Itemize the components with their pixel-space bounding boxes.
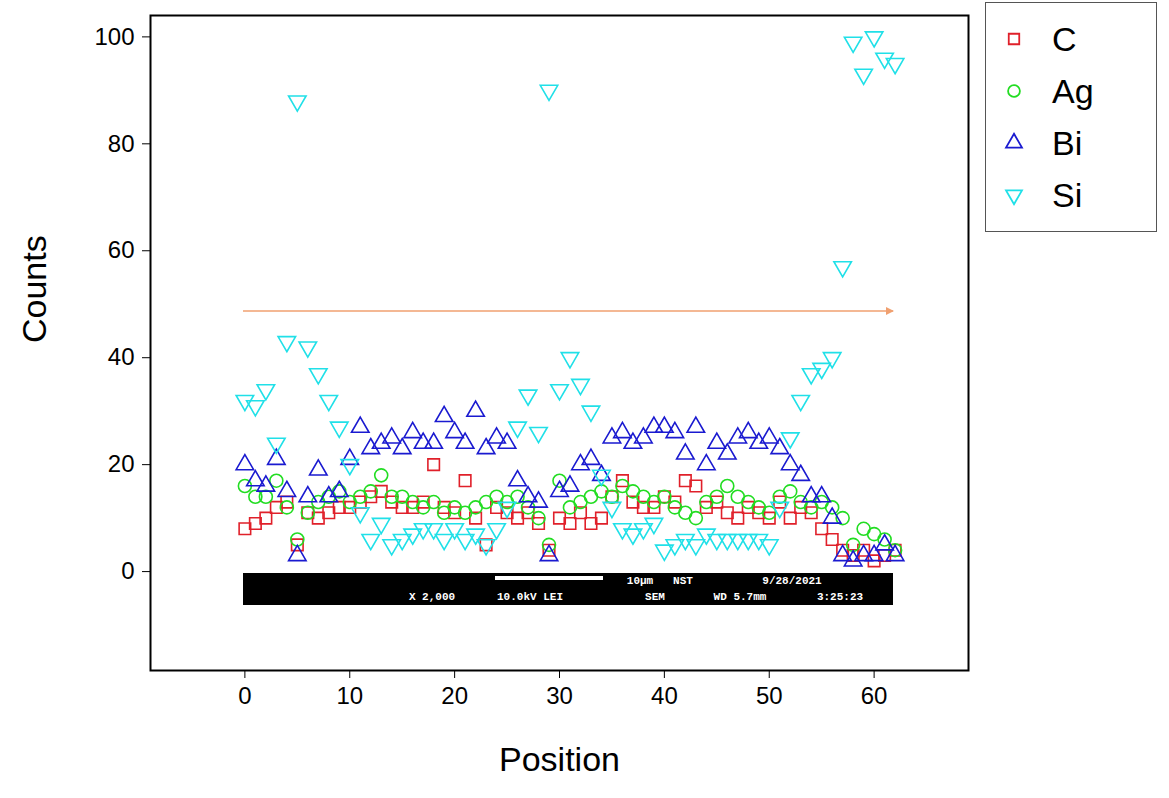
html-text:Bi: Bi [1052,123,1083,162]
html-text:Ag: Ag [1052,71,1094,110]
svg-text:100: 100 [94,23,134,50]
svg-text:Position: Position [499,740,620,778]
html-text:C: C [1052,19,1077,58]
svg-text:60: 60 [108,236,135,263]
svg-text:10: 10 [336,682,363,709]
svg-text:40: 40 [651,682,678,709]
svg-text:0: 0 [238,682,251,709]
svg-text:3:25:23: 3:25:23 [817,591,864,603]
svg-text:9/28/2021: 9/28/2021 [762,575,822,587]
svg-text:Counts: Counts [15,235,53,343]
svg-text:WD 5.7mm: WD 5.7mm [714,591,767,603]
svg-text:60: 60 [861,682,888,709]
svg-text:X 2,000: X 2,000 [409,591,455,603]
svg-text:30: 30 [546,682,573,709]
html-text:Si: Si [1052,175,1083,214]
svg-text:10.0kV LEI: 10.0kV LEI [497,591,563,603]
svg-text:20: 20 [108,450,135,477]
svg-text:NST: NST [673,575,693,587]
svg-text:50: 50 [756,682,783,709]
svg-text:10μm: 10μm [627,575,654,587]
svg-text:SEM: SEM [645,591,665,603]
svg-text:80: 80 [108,130,135,157]
svg-text:0: 0 [121,557,134,584]
svg-text:20: 20 [441,682,468,709]
svg-text:40: 40 [108,343,135,370]
